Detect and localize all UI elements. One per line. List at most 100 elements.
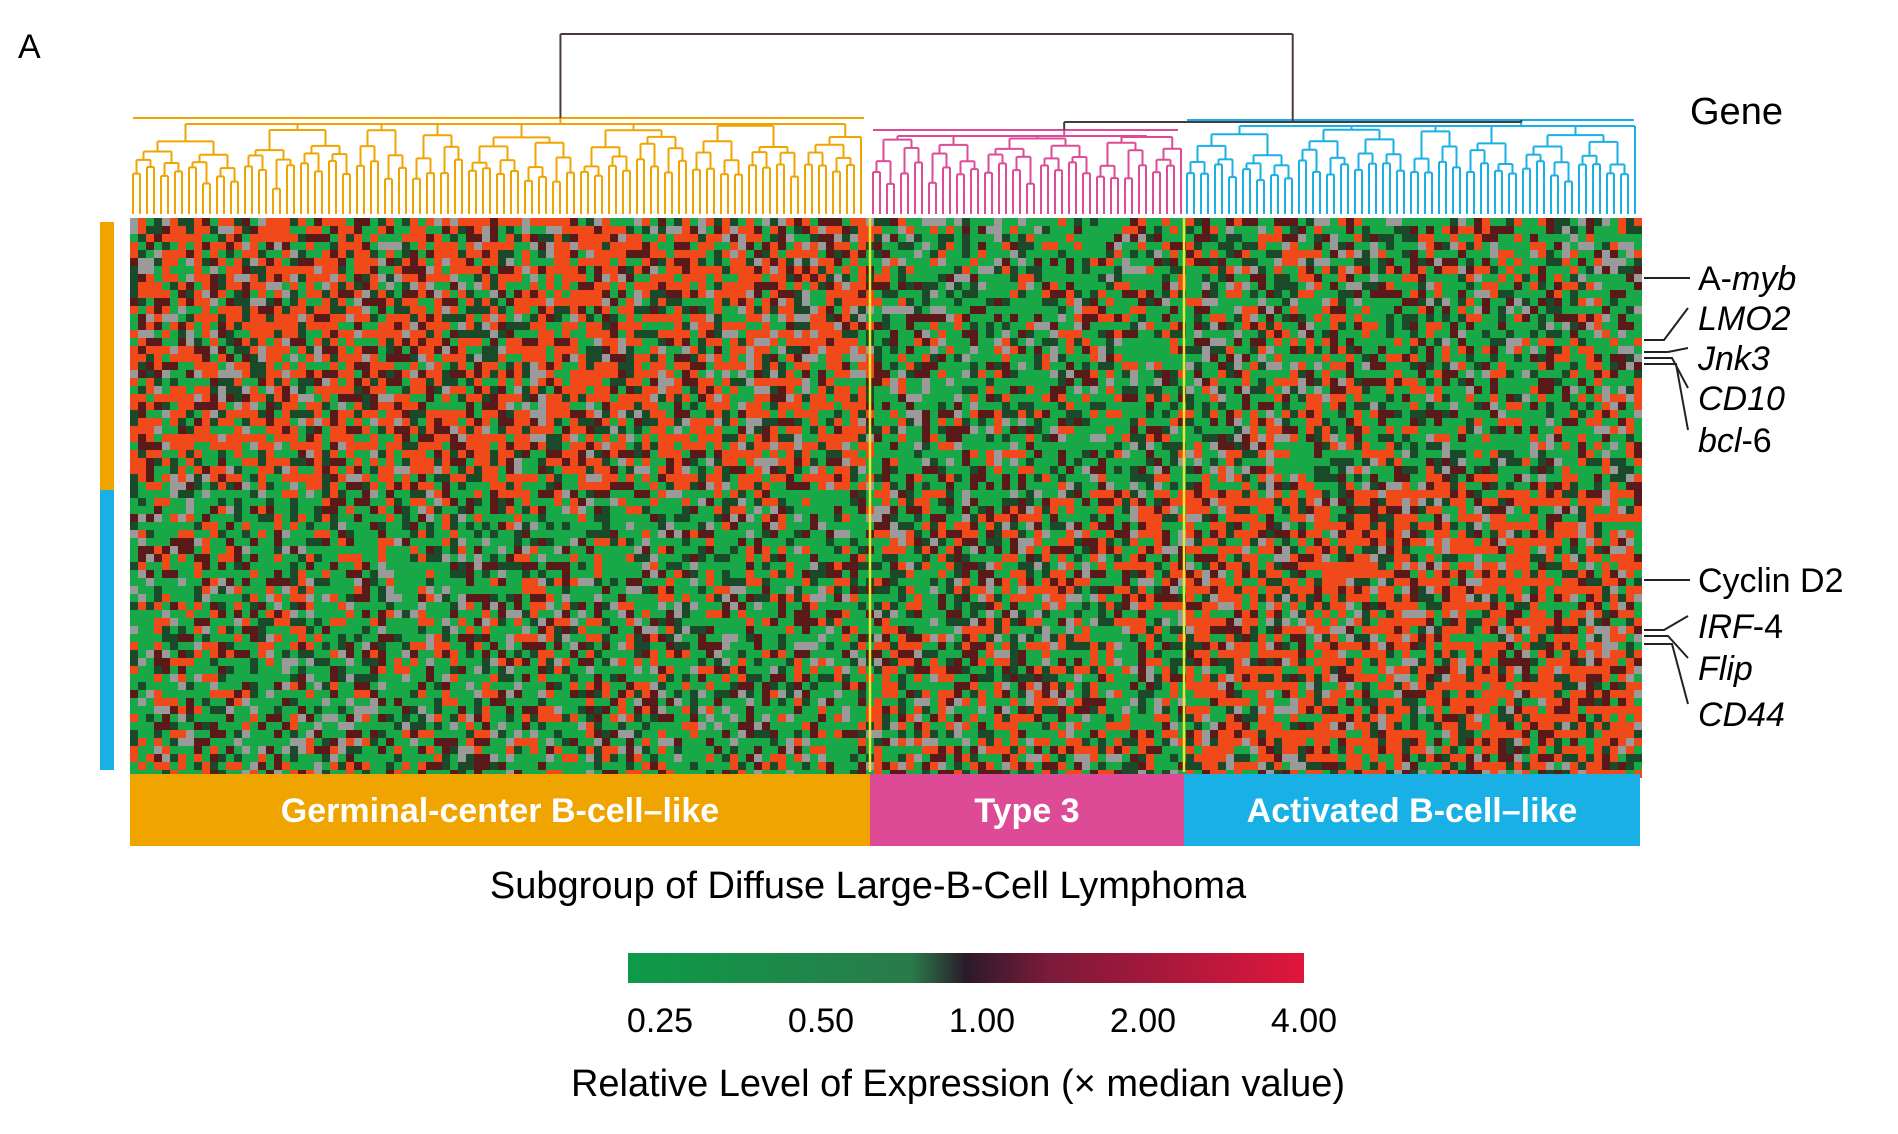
heatmap-cell [418, 378, 426, 386]
heatmap-cell [402, 218, 410, 226]
heatmap-cell [218, 218, 226, 226]
heatmap-cell [1418, 242, 1426, 250]
heatmap-cell [850, 362, 858, 370]
heatmap-cell [778, 250, 786, 258]
heatmap-cell [970, 226, 978, 234]
heatmap-cell [1138, 242, 1146, 250]
heatmap-cell [1250, 314, 1258, 322]
heatmap-cell [466, 258, 474, 266]
heatmap-cell [978, 346, 986, 354]
heatmap-cell [986, 282, 994, 290]
heatmap-cell [154, 354, 162, 362]
heatmap-cell [602, 378, 610, 386]
heatmap-cell [594, 338, 602, 346]
heatmap-cell [586, 266, 594, 274]
heatmap-cell [1506, 338, 1514, 346]
heatmap-cell [346, 306, 354, 314]
heatmap-cell [170, 242, 178, 250]
heatmap-cell [1370, 378, 1378, 386]
heatmap-cell [1194, 282, 1202, 290]
heatmap-cell [170, 338, 178, 346]
heatmap-cell [602, 346, 610, 354]
heatmap-cell [1154, 378, 1162, 386]
heatmap-cell [882, 346, 890, 354]
heatmap-cell [210, 330, 218, 338]
heatmap-cell [330, 298, 338, 306]
heatmap-cell [1634, 370, 1642, 378]
heatmap-cell [410, 298, 418, 306]
heatmap-cell [242, 370, 250, 378]
heatmap-cell [130, 346, 138, 354]
heatmap-cell [1482, 258, 1490, 266]
heatmap-cell [882, 258, 890, 266]
heatmap-cell [490, 298, 498, 306]
heatmap-cell [1578, 306, 1586, 314]
heatmap-cell [634, 330, 642, 338]
heatmap-cell [386, 338, 394, 346]
heatmap-cell [834, 226, 842, 234]
heatmap-cell [1362, 330, 1370, 338]
heatmap-cell [890, 242, 898, 250]
heatmap-cell [1522, 226, 1530, 234]
heatmap-cell [1178, 274, 1186, 282]
heatmap-cell [762, 314, 770, 322]
heatmap-cell [914, 322, 922, 330]
heatmap-cell [738, 362, 746, 370]
heatmap-cell [1226, 274, 1234, 282]
heatmap-cell [946, 314, 954, 322]
heatmap-cell [1114, 226, 1122, 234]
heatmap-cell [1546, 250, 1554, 258]
heatmap-cell [146, 274, 154, 282]
heatmap-cell [314, 250, 322, 258]
heatmap-cell [386, 226, 394, 234]
heatmap-cell [1114, 258, 1122, 266]
heatmap-cell [1114, 386, 1122, 394]
heatmap-cell [970, 274, 978, 282]
heatmap-cell [1218, 378, 1226, 386]
heatmap-cell [682, 266, 690, 274]
heatmap-cell [650, 330, 658, 338]
heatmap-cell [802, 306, 810, 314]
heatmap-cell [1170, 322, 1178, 330]
heatmap-cell [1354, 346, 1362, 354]
heatmap-cell [1178, 378, 1186, 386]
heatmap-cell [746, 250, 754, 258]
heatmap-cell [1370, 386, 1378, 394]
heatmap-cell [738, 218, 746, 226]
heatmap-cell [1602, 226, 1610, 234]
heatmap-cell [1002, 306, 1010, 314]
heatmap-cell [538, 274, 546, 282]
heatmap-cell [554, 250, 562, 258]
heatmap-cell [1010, 346, 1018, 354]
heatmap-cell [490, 354, 498, 362]
heatmap-cell [746, 298, 754, 306]
heatmap-cell [1162, 346, 1170, 354]
heatmap-cell [1626, 298, 1634, 306]
heatmap-cell [186, 338, 194, 346]
heatmap-cell [1018, 242, 1026, 250]
heatmap-cell [746, 330, 754, 338]
heatmap-cell [1482, 330, 1490, 338]
heatmap-cell [362, 242, 370, 250]
heatmap-cell [154, 314, 162, 322]
heatmap-cell [1154, 226, 1162, 234]
heatmap-cell [1162, 258, 1170, 266]
heatmap-cell [1098, 338, 1106, 346]
heatmap-cell [1418, 346, 1426, 354]
heatmap-cell [1610, 266, 1618, 274]
heatmap-cell [410, 234, 418, 242]
heatmap-cell [1210, 378, 1218, 386]
heatmap-cell [1082, 378, 1090, 386]
heatmap-cell [962, 386, 970, 394]
heatmap-cell [1170, 242, 1178, 250]
heatmap-cell [202, 362, 210, 370]
heatmap-cell [586, 282, 594, 290]
heatmap-cell [1314, 250, 1322, 258]
heatmap-cell [1442, 250, 1450, 258]
heatmap-cell [1634, 274, 1642, 282]
heatmap-cell [810, 266, 818, 274]
heatmap-cell [1618, 362, 1626, 370]
gene-header: Gene [1690, 91, 1783, 133]
heatmap-cell [754, 306, 762, 314]
heatmap-cell [226, 290, 234, 298]
